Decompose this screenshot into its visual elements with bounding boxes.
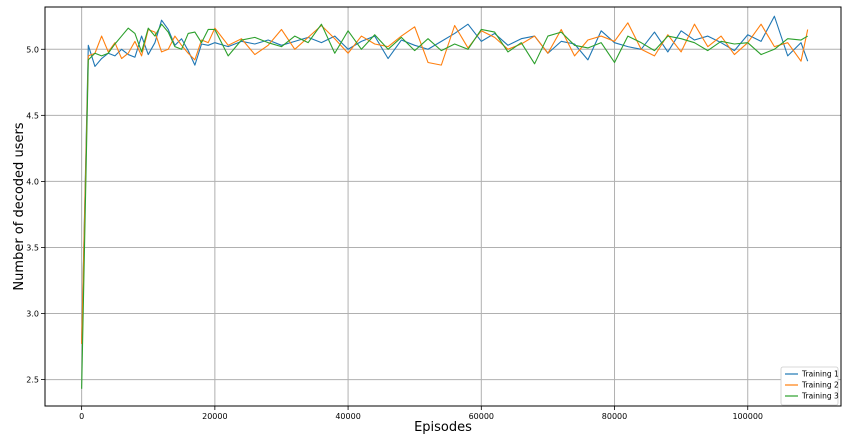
series-line-training-2: [81, 22, 809, 344]
y-tick-label: 3.0: [26, 310, 39, 319]
y-axis-ticks: 2.5 3.0 3.5 4.0 4.5 5.0: [26, 45, 45, 385]
x-tick-label: 20000: [202, 412, 227, 421]
x-tick-label: 0: [79, 412, 84, 421]
x-tick-label: 60000: [469, 412, 494, 421]
x-axis-label: Episodes: [414, 420, 472, 435]
legend-label: Training 1: [801, 370, 839, 379]
y-tick-label: 4.5: [26, 111, 39, 120]
plot-frame: [44, 6, 842, 407]
y-tick-label: 3.5: [26, 243, 39, 252]
series-layer: [81, 15, 809, 389]
y-axis-label: Number of decoded users: [12, 122, 27, 290]
series-line-training-3: [81, 23, 808, 389]
legend-label: Training 3: [801, 392, 839, 401]
grid: [45, 7, 841, 406]
y-tick-label: 4.0: [26, 177, 39, 186]
x-tick-label: 80000: [602, 412, 627, 421]
legend: Training 1 Training 2 Training 3: [780, 366, 839, 406]
y-tick-label: 2.5: [26, 376, 39, 385]
x-tick-label: 40000: [335, 412, 360, 421]
legend-label: Training 2: [801, 381, 839, 390]
y-tick-label: 5.0: [26, 45, 39, 54]
series-line-training-1: [81, 15, 809, 344]
x-axis-ticks: 0 20000 40000 60000 80000 100000: [79, 406, 763, 421]
x-tick-label: 100000: [732, 412, 763, 421]
